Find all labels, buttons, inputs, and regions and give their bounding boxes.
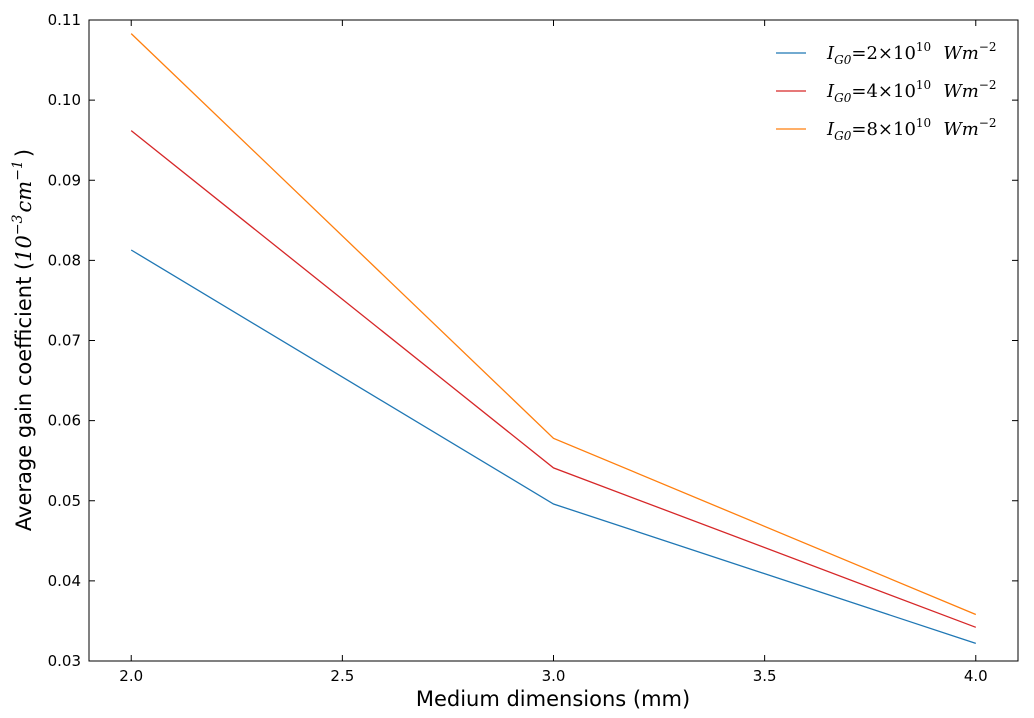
series-lines [130, 33, 977, 645]
x-tick-label: 2.5 [330, 667, 354, 685]
x-tick-label: 2.0 [119, 667, 143, 685]
y-tick-label: 0.08 [48, 251, 81, 269]
y-axis: 0.03 0.04 0.05 0.06 0.07 0.08 0.09 0.10 0.11 [48, 11, 1018, 670]
x-tick-label: 3.0 [542, 667, 566, 685]
y-axis-title: Average gain coefficient (10−3cm−1) [10, 149, 36, 531]
y-tick-label: 0.04 [48, 572, 81, 590]
plot-area [88, 19, 1019, 662]
legend: IG0=2×1010 Wm−2 IG0=4×1010 Wm−2 IG0=8×1010 Wm… [776, 40, 996, 143]
series-line-2 [130, 130, 977, 628]
y-tick-label: 0.11 [48, 11, 81, 29]
series-line-3 [130, 33, 977, 616]
series-line-1 [130, 249, 977, 645]
y-tick-label: 0.06 [48, 412, 81, 430]
x-axis-title: Medium dimensions (mm) [416, 687, 690, 711]
y-tick-label: 0.10 [48, 91, 81, 109]
x-axis: 2.0 2.5 3.0 3.5 4.0 [119, 20, 988, 685]
y-tick-label: 0.03 [48, 652, 81, 670]
x-tick-label: 3.5 [753, 667, 777, 685]
y-tick-label: 0.05 [48, 492, 81, 510]
legend-label-2: IG0=4×1010 Wm−2 [826, 78, 996, 105]
x-tick-label: 4.0 [964, 667, 988, 685]
y-tick-label: 0.07 [48, 332, 81, 350]
legend-label-1: IG0=2×1010 Wm−2 [826, 40, 996, 67]
legend-label-3: IG0=8×1010 Wm−2 [826, 116, 996, 143]
y-tick-label: 0.09 [48, 171, 81, 189]
